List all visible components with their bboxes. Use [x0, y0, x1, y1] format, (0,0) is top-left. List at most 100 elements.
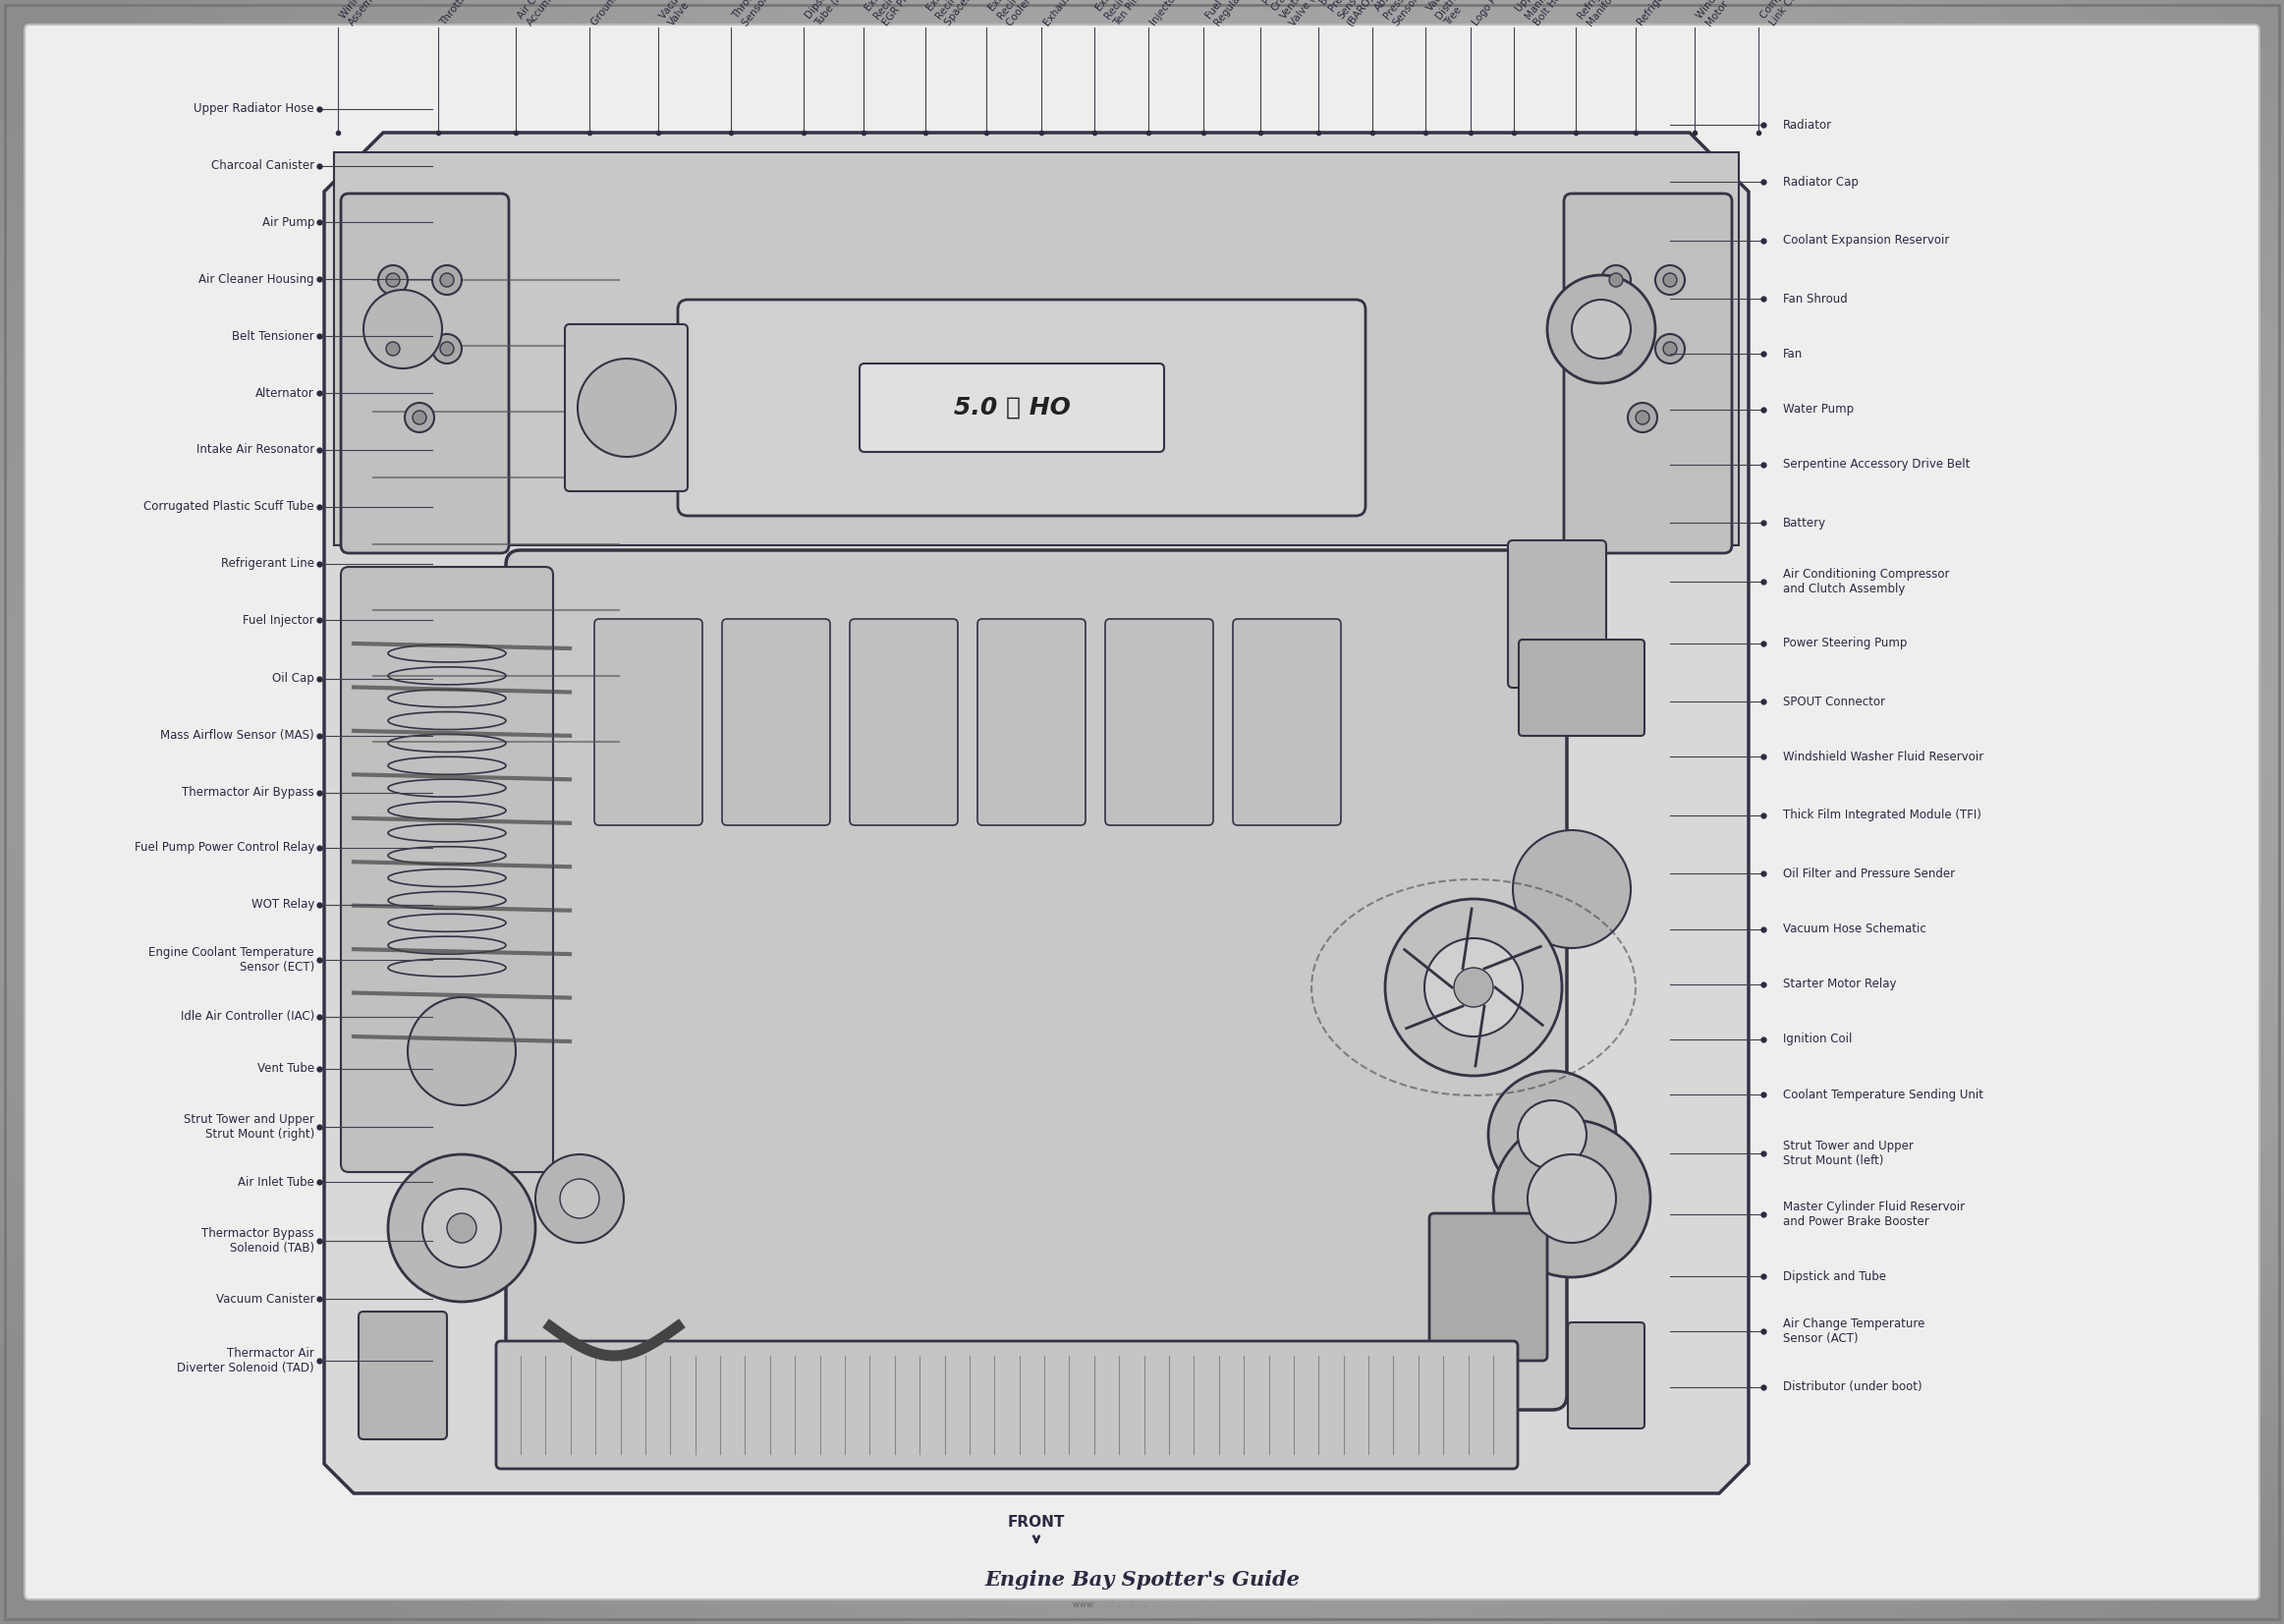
Text: Strut Tower and Upper
Strut Mount (right): Strut Tower and Upper Strut Mount (right… — [183, 1114, 315, 1140]
Text: Coolant Expansion Reservoir: Coolant Expansion Reservoir — [1784, 234, 1948, 247]
Text: Thermactor Air
Diverter Solenoid (TAD): Thermactor Air Diverter Solenoid (TAD) — [178, 1348, 315, 1374]
Text: Wiring Harness
Assembly: Wiring Harness Assembly — [338, 0, 402, 28]
Text: Fan: Fan — [1784, 348, 1802, 361]
Text: Thermactor Air Bypass: Thermactor Air Bypass — [183, 786, 315, 799]
Circle shape — [388, 1155, 534, 1302]
Text: Refrigerant
Manifold: Refrigerant Manifold — [1576, 0, 1628, 28]
Text: Radiator: Radiator — [1784, 119, 1832, 132]
Text: Thermactor Bypass
Solenoid (TAB): Thermactor Bypass Solenoid (TAB) — [201, 1228, 315, 1254]
Text: Vent Tube: Vent Tube — [258, 1062, 315, 1075]
Circle shape — [1663, 343, 1676, 356]
FancyBboxPatch shape — [678, 300, 1366, 516]
Text: Vacuum Check
Valve: Vacuum Check Valve — [658, 0, 722, 28]
Circle shape — [432, 335, 461, 364]
Circle shape — [441, 343, 455, 356]
Text: Ignition Coil: Ignition Coil — [1784, 1033, 1852, 1046]
Circle shape — [1601, 265, 1631, 294]
FancyBboxPatch shape — [507, 551, 1567, 1410]
Text: Throttle Position
Sensor (TPS): Throttle Position Sensor (TPS) — [731, 0, 799, 28]
Text: Windshield Wiper
Motor: Windshield Wiper Motor — [1695, 0, 1766, 28]
Text: Belt Tensioner: Belt Tensioner — [233, 330, 315, 343]
Text: www.    .    .    .    .    .    .    .    .    .: www. . . . . . . . . . — [1073, 1600, 1211, 1609]
Text: Alternator: Alternator — [256, 387, 315, 400]
Circle shape — [1571, 300, 1631, 359]
FancyBboxPatch shape — [859, 364, 1165, 451]
Circle shape — [407, 997, 516, 1106]
Circle shape — [1628, 403, 1658, 432]
Circle shape — [1656, 335, 1686, 364]
Text: Charcoal Canister: Charcoal Canister — [210, 159, 315, 172]
FancyBboxPatch shape — [496, 1341, 1519, 1468]
Circle shape — [1635, 411, 1649, 424]
Text: Refrigerant Line: Refrigerant Line — [222, 557, 315, 570]
Circle shape — [386, 273, 400, 287]
Text: Air Change Temperature
Sensor (ACT): Air Change Temperature Sensor (ACT) — [1784, 1319, 1925, 1345]
FancyBboxPatch shape — [333, 153, 1738, 546]
Text: Exhaust Hose(s): Exhaust Hose(s) — [1042, 0, 1101, 28]
Circle shape — [379, 335, 407, 364]
Text: Injectors (2): Injectors (2) — [1149, 0, 1195, 28]
Text: Air Inlet Tube: Air Inlet Tube — [238, 1176, 315, 1189]
Text: Distributor (under boot): Distributor (under boot) — [1784, 1380, 1923, 1393]
Text: Throttle Body: Throttle Body — [439, 0, 489, 28]
Text: Vacuum
Distribution
Tree: Vacuum Distribution Tree — [1425, 0, 1489, 28]
Text: Fuel Pump Power Control Relay: Fuel Pump Power Control Relay — [135, 841, 315, 854]
Polygon shape — [324, 133, 1750, 1494]
Text: Fan Shroud: Fan Shroud — [1784, 292, 1848, 305]
Circle shape — [534, 1155, 624, 1242]
Circle shape — [1519, 1101, 1587, 1169]
FancyBboxPatch shape — [359, 1312, 448, 1439]
Text: Engine Coolant Temperature
Sensor (ECT): Engine Coolant Temperature Sensor (ECT) — [148, 947, 315, 973]
Text: Oil Cap: Oil Cap — [272, 672, 315, 685]
Circle shape — [1455, 968, 1494, 1007]
Circle shape — [1384, 900, 1562, 1075]
Text: Logo Plate: Logo Plate — [1471, 0, 1512, 28]
Text: Serpentine Accessory Drive Belt: Serpentine Accessory Drive Belt — [1784, 458, 1971, 471]
Text: Battery: Battery — [1784, 516, 1827, 529]
Circle shape — [379, 265, 407, 294]
Text: Dipstick and Tube: Dipstick and Tube — [1784, 1270, 1887, 1283]
Text: Master Cylinder Fluid Reservoir
and Power Brake Booster: Master Cylinder Fluid Reservoir and Powe… — [1784, 1202, 1964, 1228]
Circle shape — [1425, 939, 1523, 1036]
FancyBboxPatch shape — [1567, 1322, 1644, 1429]
Text: Windshield Washer Fluid Reservoir: Windshield Washer Fluid Reservoir — [1784, 750, 1983, 763]
Text: Oil Filter and Pressure Sender: Oil Filter and Pressure Sender — [1784, 867, 1955, 880]
Text: Radiator Cap: Radiator Cap — [1784, 175, 1859, 188]
FancyBboxPatch shape — [1105, 619, 1213, 825]
Text: Vacuum Canister: Vacuum Canister — [215, 1293, 315, 1306]
Circle shape — [1528, 1155, 1617, 1242]
Text: Corrugated Plastic Scuff Tube: Corrugated Plastic Scuff Tube — [144, 500, 315, 513]
Text: 5.0 ⓛ HO: 5.0 ⓛ HO — [952, 396, 1071, 419]
Circle shape — [560, 1179, 598, 1218]
FancyBboxPatch shape — [564, 325, 687, 490]
Circle shape — [423, 1189, 500, 1267]
Text: Ground Strap: Ground Strap — [589, 0, 640, 28]
Text: Coolant Temperature Sending Unit: Coolant Temperature Sending Unit — [1784, 1088, 1983, 1101]
Text: Engine Bay Spotter's Guide: Engine Bay Spotter's Guide — [984, 1570, 1300, 1590]
FancyBboxPatch shape — [1430, 1213, 1546, 1361]
Text: Fuel Injector: Fuel Injector — [242, 614, 315, 627]
Text: Starter Motor Relay: Starter Motor Relay — [1784, 978, 1896, 991]
Text: Positive
Crankcase
Ventilation
Valve (PCV): Positive Crankcase Ventilation Valve (PC… — [1261, 0, 1332, 28]
Text: Intake Air Resonator: Intake Air Resonator — [196, 443, 315, 456]
Circle shape — [1610, 273, 1624, 287]
Circle shape — [1546, 274, 1656, 383]
Text: Upper Radiator Hose: Upper Radiator Hose — [194, 102, 315, 115]
Text: Dipstick and
Tube (AOD): Dipstick and Tube (AOD) — [804, 0, 861, 28]
Circle shape — [1610, 343, 1624, 356]
Text: Barometric
Pressure
Sensor
(BARO): Barometric Pressure Sensor (BARO) — [1318, 0, 1386, 28]
Text: SPOUT Connector: SPOUT Connector — [1784, 695, 1884, 708]
Text: Exhaust Gas
Recirculation
Spacer Plate: Exhaust Gas Recirculation Spacer Plate — [925, 0, 991, 28]
Text: Thick Film Integrated Module (TFI): Thick Film Integrated Module (TFI) — [1784, 809, 1980, 822]
Text: Air Conditioning
Accumulator: Air Conditioning Accumulator — [516, 0, 585, 28]
FancyBboxPatch shape — [722, 619, 829, 825]
Text: Refrigerant Line: Refrigerant Line — [1635, 0, 1695, 28]
FancyBboxPatch shape — [850, 619, 957, 825]
Circle shape — [448, 1213, 477, 1242]
Text: Absolute
Pressure
Sensor: Absolute Pressure Sensor — [1373, 0, 1425, 28]
FancyBboxPatch shape — [25, 24, 2259, 1600]
FancyBboxPatch shape — [1565, 193, 1731, 554]
Circle shape — [413, 411, 427, 424]
Text: Power Steering Pump: Power Steering Pump — [1784, 637, 1907, 650]
Circle shape — [1512, 830, 1631, 948]
